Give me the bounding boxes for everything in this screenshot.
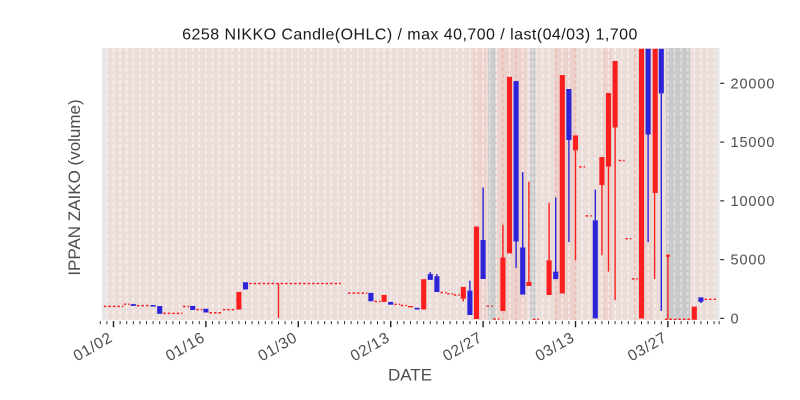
svg-text:6258 NIKKO Candle(OHLC) / max: 6258 NIKKO Candle(OHLC) / max 40,700 / l… (182, 27, 638, 44)
svg-text:IPPAN ZAIKO (volume): IPPAN ZAIKO (volume) (65, 99, 84, 275)
svg-text:10000: 10000 (731, 194, 776, 210)
svg-text:DATE: DATE (388, 366, 432, 385)
svg-text:15000: 15000 (731, 135, 776, 151)
svg-text:5000: 5000 (731, 253, 767, 269)
svg-text:0: 0 (731, 311, 740, 327)
svg-text:20000: 20000 (731, 76, 776, 92)
